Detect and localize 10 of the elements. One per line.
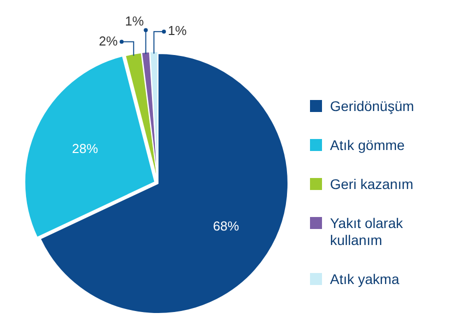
legend-label: Yakıt olarak kullanım [330, 215, 404, 249]
legend-label: Atık yakma [330, 271, 400, 288]
legend-label: Geri kazanım [330, 176, 414, 193]
data-label: 1% [168, 23, 188, 38]
data-label: 68% [213, 218, 240, 234]
legend-label: Atık gömme [330, 137, 405, 154]
data-label: 1% [124, 14, 144, 29]
data-label: 2% [98, 33, 118, 48]
data-label: 28% [72, 140, 99, 156]
legend-label: Geridönüşüm [330, 98, 414, 115]
